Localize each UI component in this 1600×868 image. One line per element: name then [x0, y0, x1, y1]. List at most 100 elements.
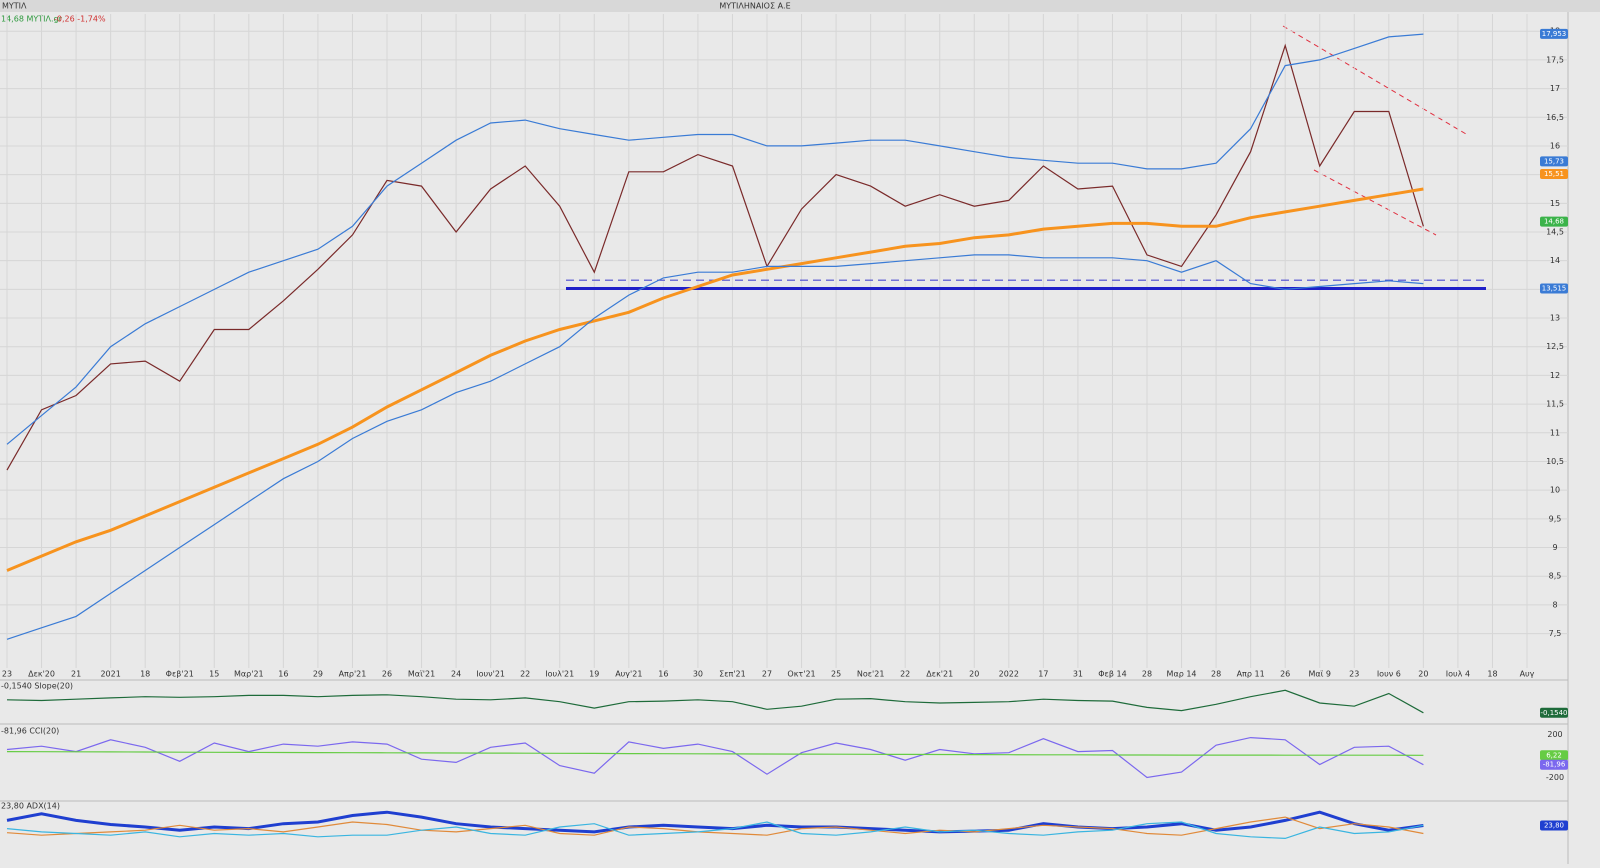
y-tick-label: 12 [1550, 371, 1560, 380]
series-line [6, 810, 1424, 834]
x-tick-label: Δεκ'21 [926, 670, 953, 679]
x-tick-label: 31 [1073, 670, 1083, 679]
x-tick-label: 30 [693, 670, 703, 679]
series-line [6, 751, 1424, 756]
indicator-title: -81,96 CCI(20) [1, 727, 59, 736]
price-label: 6,22 [1546, 751, 1562, 759]
x-tick-label: Ιουλ'21 [545, 670, 574, 679]
x-tick-label: 25 [831, 670, 841, 679]
y-tick-label: 12,5 [1546, 342, 1564, 351]
series-line [6, 43, 1424, 471]
series-line [6, 689, 1424, 714]
y-tick-label: 7,5 [1549, 629, 1562, 638]
change: -0,26 -1,74% [54, 15, 106, 24]
x-tick-label: 24 [451, 670, 461, 679]
x-tick-label: Αυγ'21 [615, 670, 642, 679]
series-line [6, 187, 1424, 572]
y-tick-label: 9 [1552, 543, 1557, 552]
indicator-title: 23,80 ADX(14) [1, 802, 60, 811]
x-tick-label: 29 [313, 670, 323, 679]
y-tick-label: 14 [1550, 256, 1560, 265]
y-tick-label: 17,5 [1546, 55, 1564, 64]
indicator-title: -0,1540 Slope(20) [1, 682, 73, 691]
symbol: ΜΥΤΙΛ [2, 2, 27, 11]
y-tick-label: 10,5 [1546, 457, 1564, 466]
title-bar [0, 0, 1600, 12]
y-tick-label: 14,5 [1546, 228, 1564, 237]
x-tick-label: 16 [278, 670, 288, 679]
y-tick-label: 10 [1550, 486, 1560, 495]
x-tick-label: 19 [589, 670, 599, 679]
x-tick-label: Μαρ 14 [1167, 670, 1197, 679]
y-tick-label: 15 [1550, 199, 1560, 208]
x-tick-label: Φεβ 14 [1098, 670, 1126, 679]
x-tick-label: Ιουλ 4 [1446, 670, 1470, 679]
x-tick-label: 18 [1487, 670, 1497, 679]
y-tick-label: 11 [1550, 428, 1560, 437]
x-tick-label: Μαϊ'21 [408, 670, 435, 679]
quote: 14,68 ΜΥΤΙΛ.gr [1, 15, 63, 24]
price-badge [1540, 216, 1568, 227]
price-badge [1540, 156, 1568, 167]
x-tick-label: Φεβ'21 [166, 670, 194, 679]
price-label: 15,73 [1544, 157, 1564, 165]
price-label: 15,51 [1544, 170, 1564, 178]
price-badge [1540, 820, 1568, 831]
window-title: ΜΥΤΙΛΗΝΑΙΟΣ Α.Ε [719, 2, 790, 11]
x-tick-label: 28 [1142, 670, 1152, 679]
x-tick-label: 2022 [999, 670, 1019, 679]
x-tick-label: 22 [900, 670, 910, 679]
trend-line [1313, 169, 1437, 236]
y-tick-label: 16,5 [1546, 113, 1564, 122]
x-tick-label: 23 [1349, 670, 1359, 679]
x-tick-label: 23 [2, 670, 12, 679]
y-tick-label: 13 [1550, 314, 1560, 323]
x-tick-label: 20 [1418, 670, 1428, 679]
x-tick-label: Νοε'21 [857, 670, 885, 679]
y-tick-label: 9,5 [1549, 514, 1562, 523]
x-tick-label: Μαϊ 9 [1308, 670, 1331, 679]
y-tick-label: 8 [1552, 600, 1557, 609]
x-tick-label: Ιουν'21 [476, 670, 505, 679]
x-tick-label: 15 [209, 670, 219, 679]
price-badge [1540, 759, 1568, 770]
price-label: 14,68 [1544, 218, 1564, 226]
x-tick-label: Απρ'21 [339, 670, 367, 679]
price-badge [1540, 750, 1568, 761]
x-tick-label: 27 [762, 670, 772, 679]
y-tick-label: 8,5 [1549, 572, 1562, 581]
y-tick-label: 17 [1550, 84, 1560, 93]
x-tick-label: 26 [382, 670, 392, 679]
x-tick-label: Μαρ'21 [234, 670, 264, 679]
series-line [6, 33, 1424, 445]
price-label: 17,953 [1542, 30, 1567, 38]
x-tick-label: 17 [1038, 670, 1048, 679]
x-tick-label: 21 [71, 670, 81, 679]
x-tick-label: 20 [969, 670, 979, 679]
series-line [6, 736, 1424, 779]
x-tick-label: 28 [1211, 670, 1221, 679]
x-tick-label: Απρ 11 [1237, 670, 1265, 679]
y-tick-label: 200 [1547, 730, 1562, 739]
price-badge [1540, 169, 1568, 180]
y-tick-label: 16 [1550, 141, 1560, 150]
x-tick-label: Αυγ [1520, 670, 1535, 679]
x-tick-label: 18 [140, 670, 150, 679]
price-label: -81,96 [1543, 761, 1566, 769]
series-line [6, 254, 1424, 640]
x-tick-label: Ιουν 6 [1377, 670, 1401, 679]
x-tick-label: 2021 [100, 670, 120, 679]
price-label: 13,515 [1542, 285, 1567, 293]
x-tick-label: Δεκ'20 [28, 670, 55, 679]
x-tick-label: 16 [658, 670, 668, 679]
price-badge [1540, 28, 1568, 39]
price-label: -0,1540 [1540, 709, 1567, 717]
price-label: 23,80 [1544, 821, 1564, 829]
price-badge [1540, 707, 1568, 718]
series-line [6, 821, 1424, 840]
x-tick-label: 22 [520, 670, 530, 679]
x-tick-label: 26 [1280, 670, 1290, 679]
series-line [6, 816, 1424, 836]
price-badge [1540, 283, 1568, 294]
